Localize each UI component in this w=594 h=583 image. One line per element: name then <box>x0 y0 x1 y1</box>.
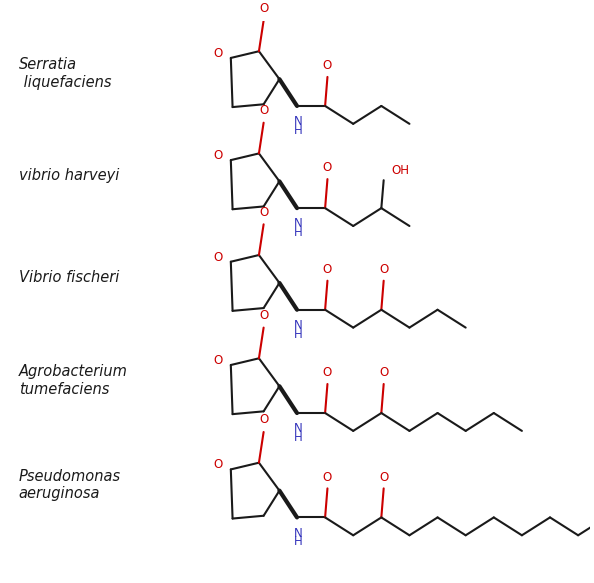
Text: Pseudomonas
aeruginosa: Pseudomonas aeruginosa <box>19 469 121 501</box>
Text: H: H <box>294 124 302 137</box>
Text: O: O <box>379 366 388 380</box>
Text: N: N <box>294 526 302 539</box>
Text: vibrio harveyi: vibrio harveyi <box>19 168 119 183</box>
Text: O: O <box>323 366 332 380</box>
Text: O: O <box>323 263 332 276</box>
Text: O: O <box>323 161 332 174</box>
Text: N: N <box>294 217 302 230</box>
Text: H: H <box>294 536 302 549</box>
Text: O: O <box>259 413 268 426</box>
Text: O: O <box>213 354 223 367</box>
Text: N: N <box>294 422 302 435</box>
Text: O: O <box>213 149 223 162</box>
Text: O: O <box>259 206 268 219</box>
Text: O: O <box>323 59 332 72</box>
Text: O: O <box>213 47 223 60</box>
Text: O: O <box>379 263 388 276</box>
Text: Vibrio fischeri: Vibrio fischeri <box>19 270 119 285</box>
Text: OH: OH <box>391 164 409 177</box>
Text: N: N <box>294 115 302 128</box>
Text: O: O <box>259 104 268 117</box>
Text: Agrobacterium
tumefaciens: Agrobacterium tumefaciens <box>19 364 128 397</box>
Text: O: O <box>379 470 388 484</box>
Text: H: H <box>294 328 302 341</box>
Text: O: O <box>259 309 268 322</box>
Text: N: N <box>294 319 302 332</box>
Text: O: O <box>213 251 223 264</box>
Text: Serratia
 liquefaciens: Serratia liquefaciens <box>19 57 111 90</box>
Text: H: H <box>294 431 302 444</box>
Text: H: H <box>294 226 302 239</box>
Text: O: O <box>323 470 332 484</box>
Text: O: O <box>259 2 268 15</box>
Text: O: O <box>213 458 223 472</box>
